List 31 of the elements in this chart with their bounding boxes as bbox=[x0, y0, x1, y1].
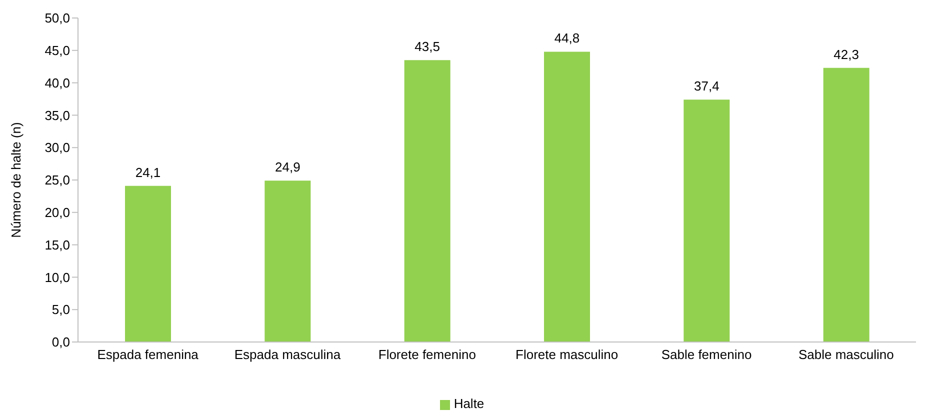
x-tick-label: Espada masculina bbox=[234, 347, 342, 362]
y-tick-label: 40,0 bbox=[44, 75, 70, 90]
data-label: 44,8 bbox=[554, 30, 580, 46]
bar bbox=[544, 52, 590, 342]
y-tick-label: 30,0 bbox=[44, 140, 70, 156]
bar bbox=[404, 60, 450, 342]
data-label: 43,5 bbox=[414, 39, 440, 54]
y-tick-label: 20,0 bbox=[44, 205, 70, 220]
x-tick-label: Espada femenina bbox=[97, 347, 200, 362]
y-tick-label: 35,0 bbox=[44, 108, 70, 123]
x-tick-label: Sable masculino bbox=[798, 347, 894, 362]
y-tick-label: 15,0 bbox=[44, 237, 70, 252]
legend-label: Halte bbox=[454, 396, 484, 411]
bar bbox=[264, 180, 311, 342]
x-tick-label: Sable femenino bbox=[661, 347, 752, 362]
y-tick-label: 10,0 bbox=[44, 270, 70, 285]
y-tick-label: 50,0 bbox=[44, 10, 70, 26]
y-tick-label: 45,0 bbox=[44, 43, 70, 58]
y-tick-label: 5,0 bbox=[52, 302, 70, 318]
bar bbox=[125, 186, 171, 342]
data-label: 24,1 bbox=[135, 164, 161, 180]
bar bbox=[684, 100, 730, 342]
y-axis-title: Número de halte (n) bbox=[8, 122, 24, 238]
data-label: 24,9 bbox=[275, 160, 300, 175]
data-label: 37,4 bbox=[694, 78, 720, 94]
data-label: 42,3 bbox=[834, 46, 859, 62]
x-tick-label: Florete masculino bbox=[516, 347, 618, 362]
bar bbox=[823, 68, 870, 342]
y-tick-label: 25,0 bbox=[44, 172, 70, 188]
y-tick-label: 0,0 bbox=[52, 334, 70, 350]
x-tick-label: Florete femenino bbox=[378, 347, 476, 362]
